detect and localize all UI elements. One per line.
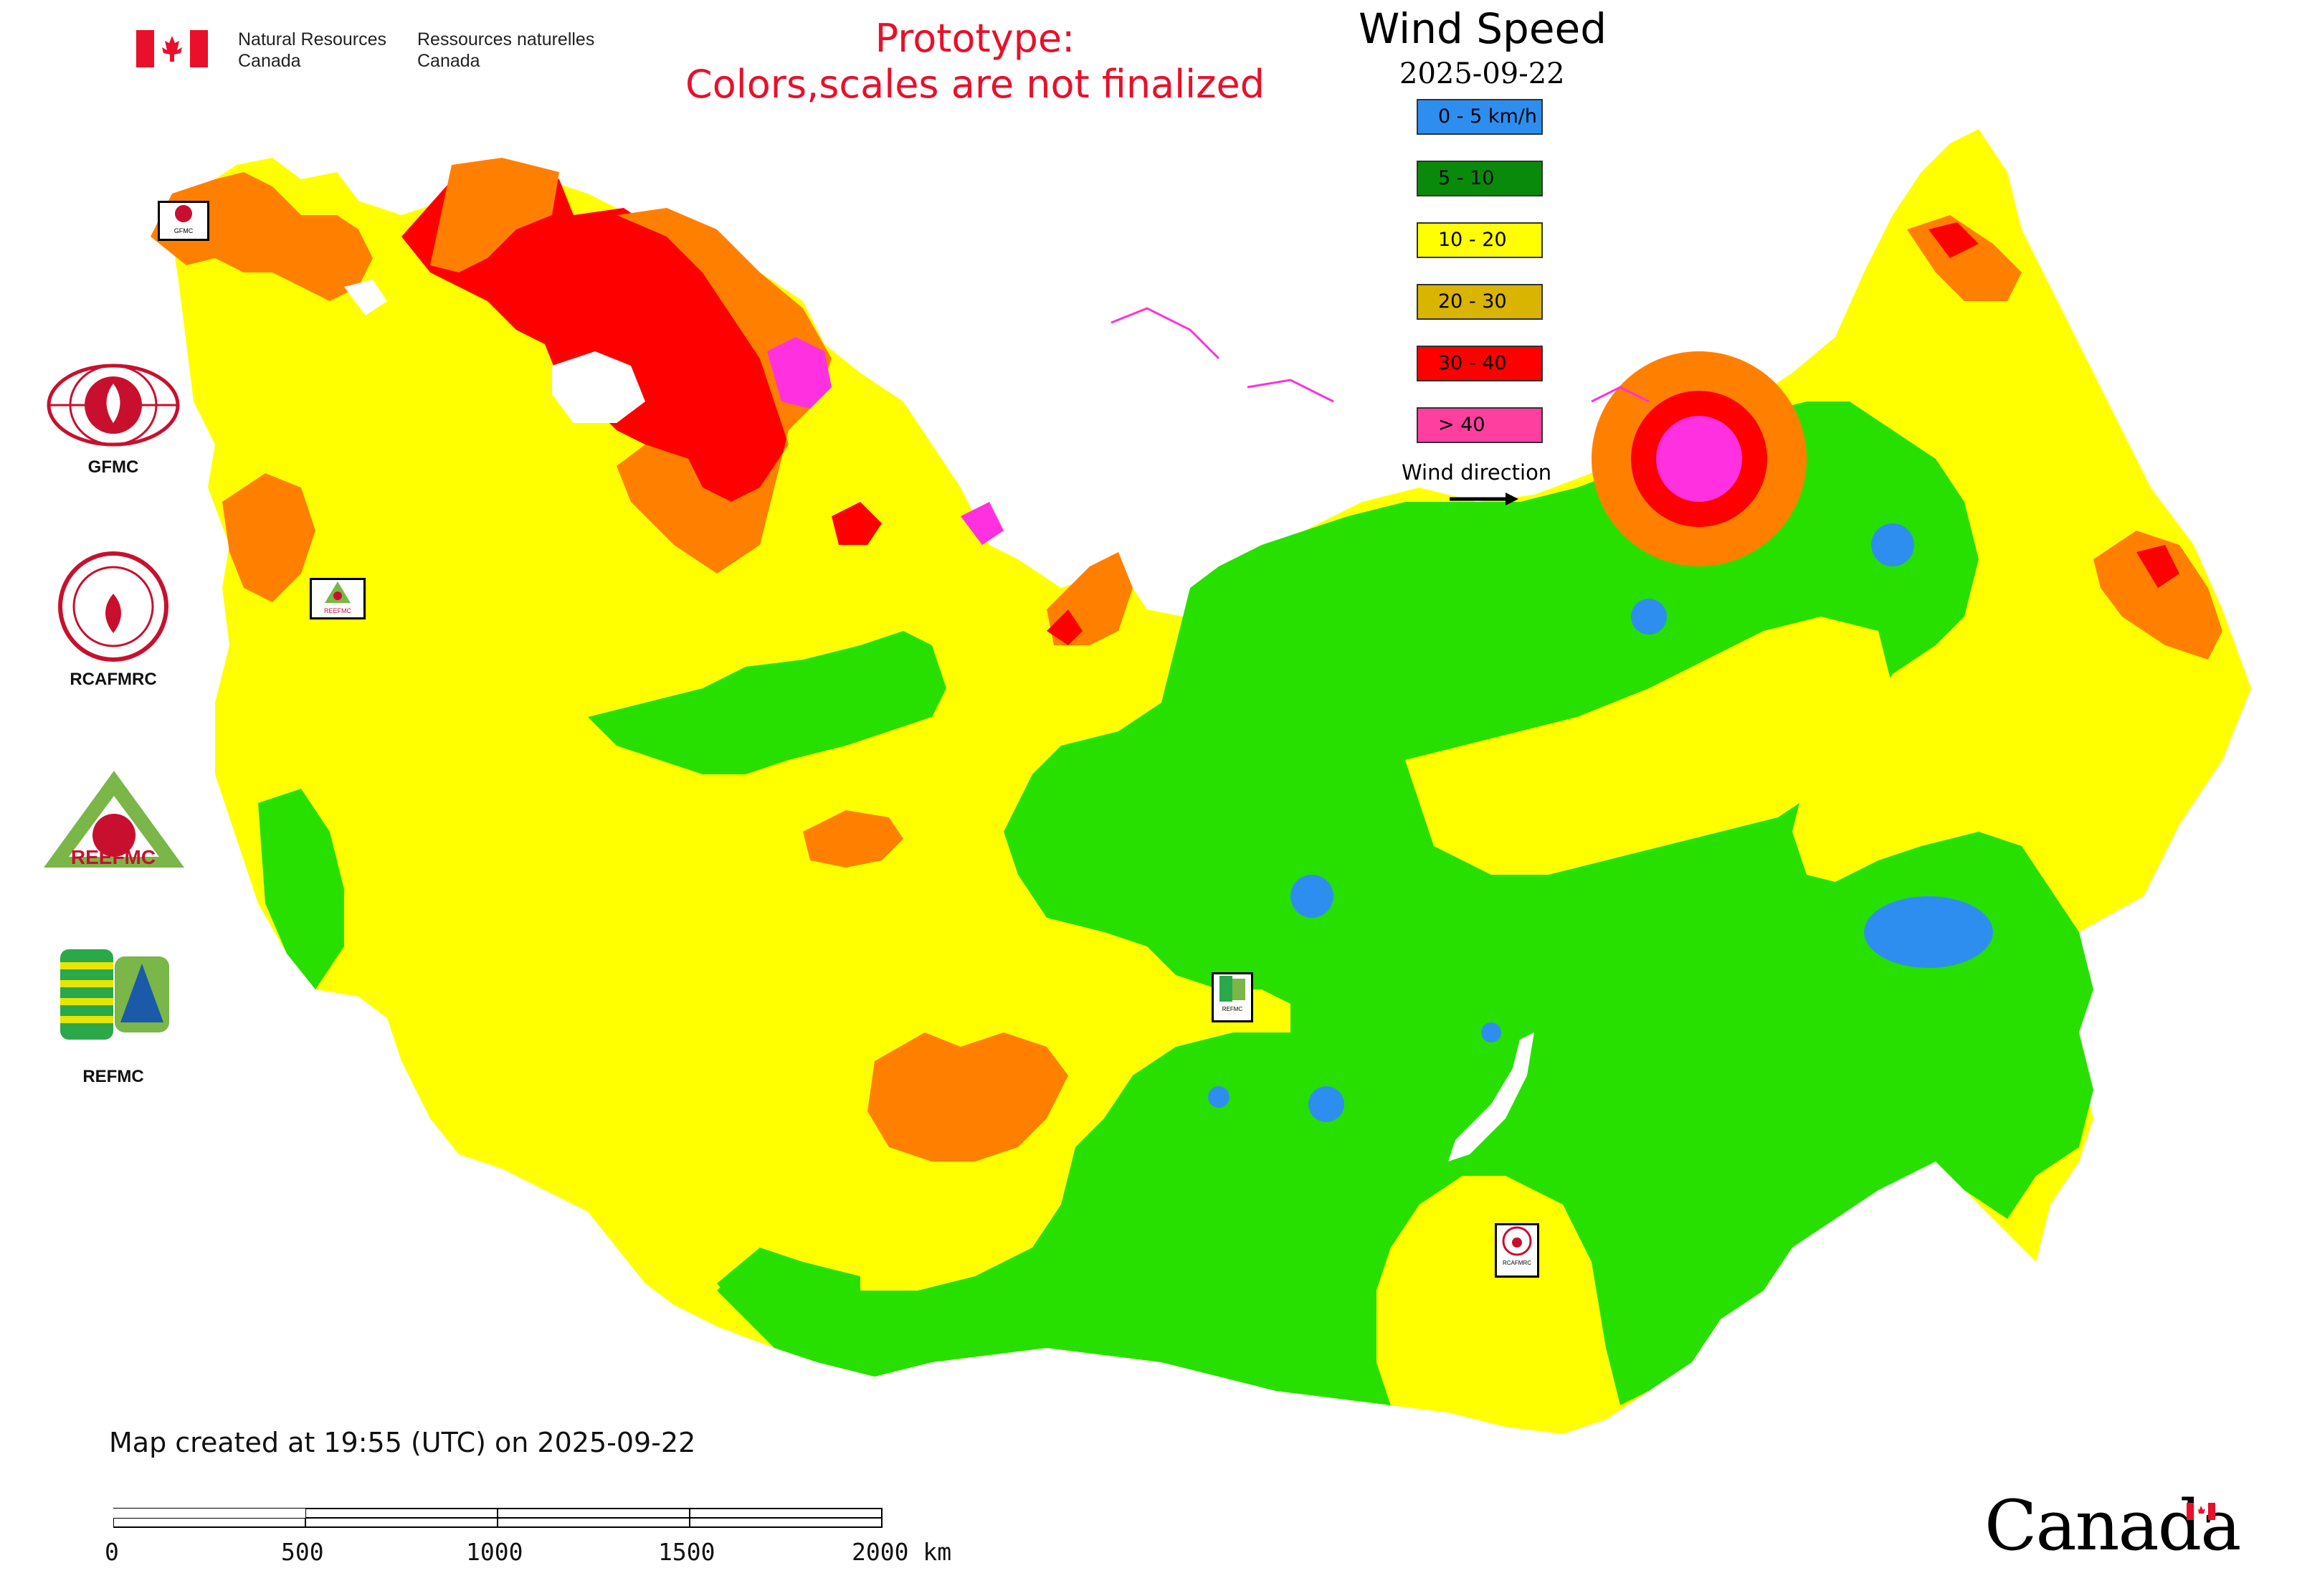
scale-tick-2000: 2000 km — [852, 1538, 952, 1566]
zone-moderate-mongolia — [1376, 1176, 1620, 1434]
legend-date: 2025-09-22 — [1399, 57, 1565, 90]
zone-veryhigh-chukotka — [1928, 222, 1979, 258]
org-label-rcafmrc: RCAFMRC — [70, 670, 157, 689]
zone-low-steppe-strip — [588, 631, 946, 774]
map-marker-reefmc[interactable]: REEFMC — [310, 578, 366, 619]
org-label-reefmc: REEFMC — [70, 846, 156, 868]
legend-item: 30 - 40 — [1417, 346, 1543, 381]
zone-extreme-magadan — [1656, 416, 1742, 502]
scale-tick-500: 500 — [281, 1538, 324, 1566]
zone-high-kola-rim — [430, 158, 559, 272]
zone-low-caucasus — [258, 789, 344, 989]
map-marker-refmc[interactable]: REFMC — [1212, 972, 1253, 1022]
map-marker-gfmc[interactable]: GFMC — [158, 201, 209, 241]
zone-low-central-asia — [717, 1248, 860, 1348]
map-created-note: Map created at 19:55 (UTC) on 2025-09-22 — [109, 1427, 696, 1458]
zone-high-barents-coast — [617, 208, 832, 574]
legend-title: Wind Speed — [1359, 4, 1607, 53]
zone-moderate-east-siberia — [1405, 617, 1893, 875]
zone-veryhigh-kola — [401, 165, 789, 502]
legend-item: 5 - 10 — [1417, 161, 1543, 196]
org-label-refmc: REFMC — [82, 1067, 144, 1086]
zone-calm-5 — [1208, 1086, 1230, 1108]
refmc-logo-icon — [59, 948, 171, 1041]
scale-tick-0: 0 — [105, 1538, 119, 1566]
ladoga-lakes — [344, 280, 387, 315]
lake-baikal — [1448, 1032, 1534, 1162]
agency-name-en: Natural Resources Canada — [238, 29, 387, 71]
wind-direction-arrow-icon — [1448, 490, 1520, 510]
legend-item: 10 - 20 — [1417, 222, 1543, 258]
zone-high-kazakhstan — [867, 1032, 1068, 1162]
org-label-gfmc: GFMC — [87, 457, 139, 477]
scale-tick-1000: 1000 — [466, 1538, 523, 1566]
zone-calm-3 — [1631, 599, 1667, 635]
zone-calm-2 — [1308, 1086, 1344, 1122]
wind-direction-label: Wind direction — [1402, 460, 1552, 485]
white-sea — [552, 351, 645, 423]
zone-high-west-russia — [222, 473, 315, 602]
rcafmrc-logo-icon — [57, 551, 169, 662]
scale-bar — [113, 1507, 888, 1533]
map-marker-rcafmrc[interactable]: RCAFMRC — [1495, 1223, 1539, 1278]
zone-veryhigh-novaya — [832, 502, 882, 545]
legend-item: 20 - 30 — [1417, 284, 1543, 320]
gfmc-logo-icon — [42, 362, 185, 448]
zone-calm-6 — [1481, 1022, 1501, 1042]
agency-name-fr: Ressources naturelles Canada — [417, 29, 595, 71]
zone-veryhigh-yamal-tip — [1047, 609, 1083, 645]
zone-extreme-novaya — [961, 502, 1004, 545]
prototype-notice: Prototype: Colors,scales are not finaliz… — [685, 16, 1265, 107]
arctic-islands — [1110, 307, 1650, 403]
nrcan-flag-icon — [136, 30, 208, 67]
scale-tick-1500: 1500 — [658, 1538, 715, 1566]
zone-calm-4 — [1871, 523, 1914, 566]
canada-wordmark-flag-icon — [2187, 1503, 2215, 1523]
zone-high-volga — [803, 810, 903, 868]
zone-calm-1 — [1290, 875, 1333, 918]
reefmc-logo-icon — [37, 767, 191, 871]
legend-item: > 40 — [1417, 407, 1543, 443]
zone-extreme-barents — [767, 337, 832, 409]
legend-item: 0 - 5 km/h — [1417, 99, 1543, 135]
canada-wordmark: Canada — [1984, 1486, 2241, 1566]
zone-veryhigh-kamchatka — [2136, 545, 2179, 588]
zone-calm-amur — [1864, 896, 1993, 968]
zone-high-kamchatka — [2093, 531, 2222, 660]
